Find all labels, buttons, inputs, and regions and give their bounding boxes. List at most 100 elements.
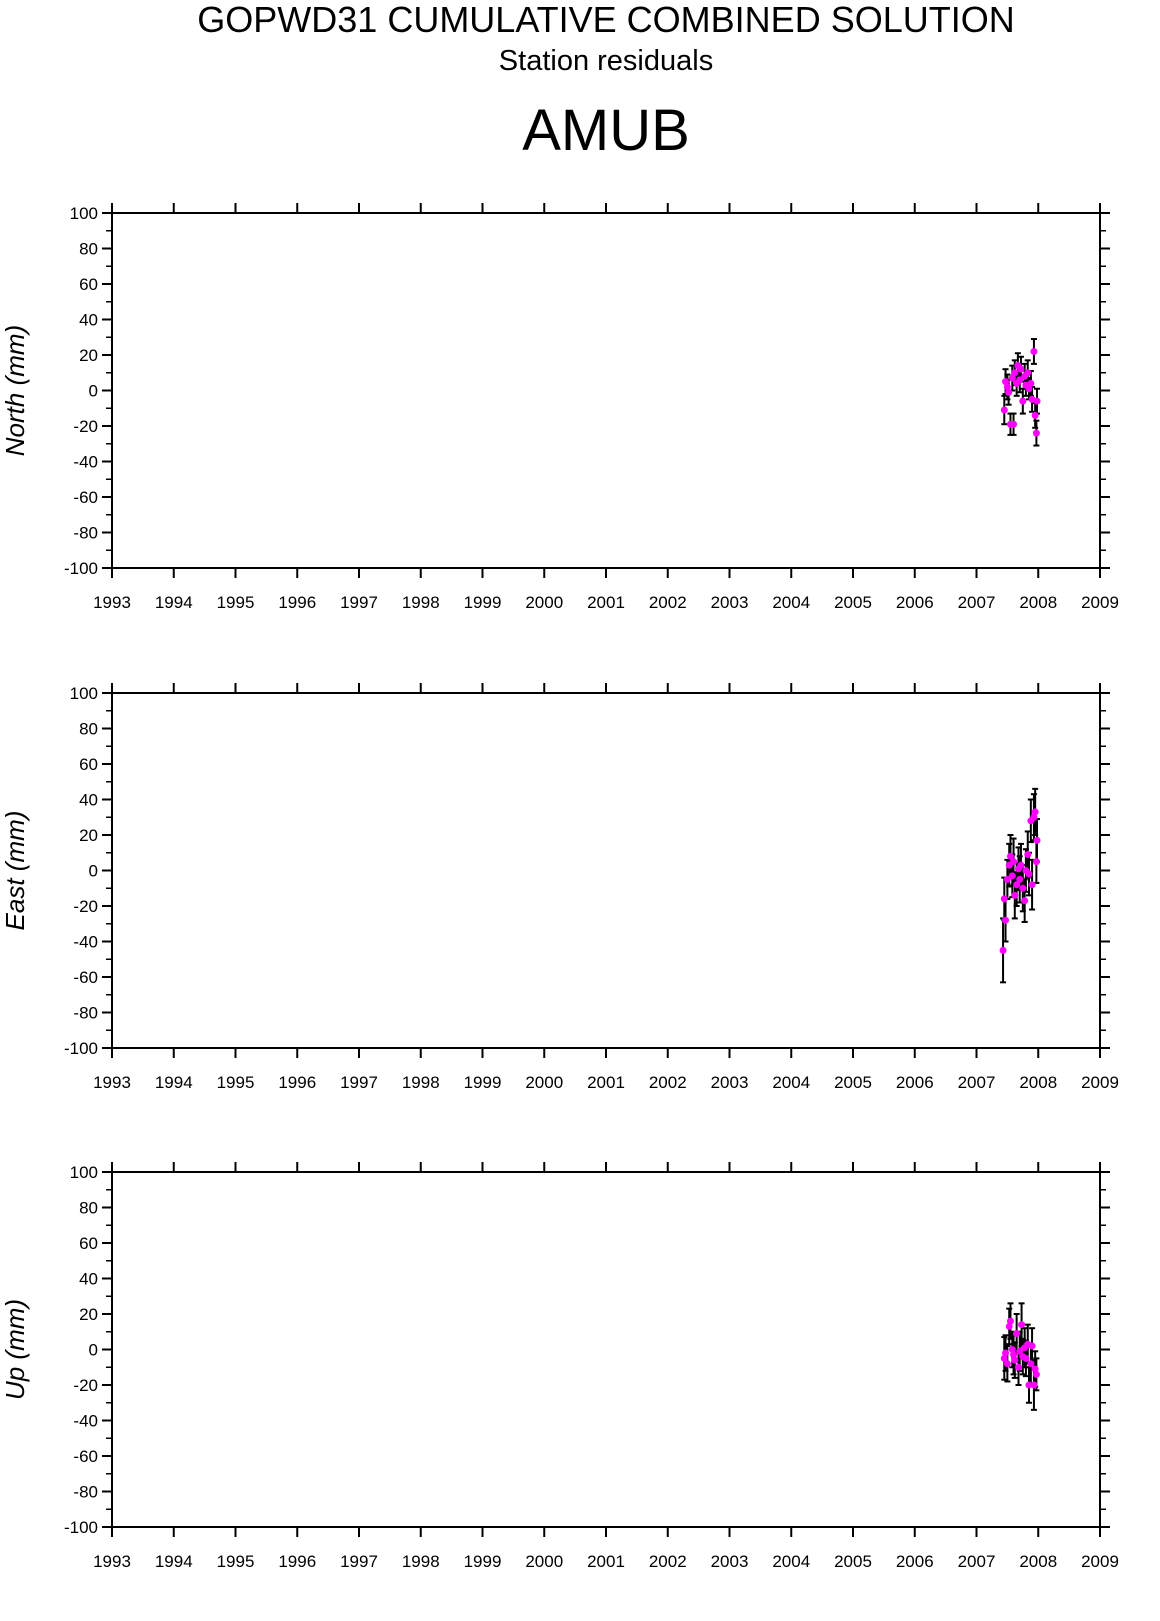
x-tick-label: 2006	[896, 593, 934, 612]
y-tick-label: 20	[79, 826, 98, 845]
y-tick-label: -100	[64, 1518, 98, 1537]
point	[1008, 1346, 1016, 1353]
x-tick-label: 2009	[1081, 1552, 1119, 1571]
point	[1016, 1347, 1024, 1355]
x-tick-label: 2006	[896, 1073, 934, 1092]
x-tick-label: 1998	[402, 593, 440, 612]
y-tick-label: 0	[89, 862, 98, 881]
x-tick-label: 1996	[278, 593, 316, 612]
x-tick-label: 1999	[464, 593, 502, 612]
point	[1019, 884, 1027, 892]
point	[1005, 388, 1013, 396]
y-tick-label: 60	[79, 1234, 98, 1253]
point	[1025, 385, 1033, 393]
point	[1033, 397, 1041, 405]
point	[1018, 1321, 1026, 1329]
x-tick-label: 2002	[649, 593, 687, 612]
point	[1013, 1330, 1021, 1338]
point	[1024, 369, 1032, 377]
point	[1000, 1354, 1008, 1362]
y-axis-label: Up (mm)	[0, 1299, 30, 1400]
y-tick-label: -20	[73, 417, 98, 436]
y-tick-label: -100	[64, 1039, 98, 1058]
point	[1014, 1363, 1022, 1371]
point	[1031, 808, 1039, 816]
point	[1028, 881, 1036, 889]
point	[1002, 1349, 1010, 1357]
x-tick-label: 1997	[340, 593, 378, 612]
y-tick-label: -40	[73, 933, 98, 952]
station-name: AMUB	[522, 98, 690, 163]
point	[1021, 897, 1029, 905]
point	[999, 946, 1007, 954]
x-tick-label: 2004	[772, 593, 810, 612]
plot-frame	[111, 212, 1101, 569]
y-tick-label: -40	[73, 1412, 98, 1431]
x-tick-label: 2005	[834, 1073, 872, 1092]
point	[1005, 1322, 1013, 1330]
x-tick-label: 2000	[525, 1552, 563, 1571]
plot-frame	[111, 692, 1101, 1049]
point	[1031, 411, 1039, 419]
y-tick-label: 60	[79, 275, 98, 294]
y-tick-label: 40	[79, 1270, 98, 1289]
point	[1032, 858, 1040, 866]
figure-subtitle: Station residuals	[499, 45, 713, 77]
point	[1011, 369, 1019, 377]
x-tick-label: 1999	[464, 1552, 502, 1571]
x-tick-label: 1997	[340, 1552, 378, 1571]
x-tick-label: 2009	[1081, 1073, 1119, 1092]
y-tick-label: 0	[89, 1341, 98, 1360]
x-tick-label: 2001	[587, 593, 625, 612]
point	[1027, 1360, 1035, 1368]
point	[1008, 374, 1016, 382]
point	[1003, 383, 1011, 391]
point	[1006, 852, 1014, 860]
x-tick-label: 1998	[402, 1073, 440, 1092]
x-tick-label: 2008	[1019, 593, 1057, 612]
x-tick-label: 1994	[155, 1552, 193, 1571]
point	[1006, 1317, 1014, 1325]
point	[1022, 1354, 1030, 1362]
y-tick-label: -20	[73, 897, 98, 916]
y-tick-label: 100	[70, 1163, 98, 1182]
x-tick-label: 2000	[525, 593, 563, 612]
point	[1025, 1381, 1033, 1389]
figure-title: GOPWD31 CUMULATIVE COMBINED SOLUTION	[197, 0, 1014, 40]
y-tick-label: 80	[79, 240, 98, 259]
y-tick-label: -80	[73, 1004, 98, 1023]
x-tick-label: 1994	[155, 593, 193, 612]
y-tick-label: -60	[73, 488, 98, 507]
point	[1008, 872, 1016, 880]
y-tick-label: 100	[70, 204, 98, 223]
point	[1025, 870, 1033, 878]
x-tick-label: 2006	[896, 1552, 934, 1571]
x-tick-label: 2009	[1081, 593, 1119, 612]
x-tick-label: 2007	[958, 1073, 996, 1092]
y-tick-label: 40	[79, 311, 98, 330]
x-tick-label: 1993	[93, 593, 131, 612]
x-tick-label: 2008	[1019, 1552, 1057, 1571]
x-tick-label: 2001	[587, 1073, 625, 1092]
plot-frame	[111, 1171, 1101, 1528]
x-tick-label: 2005	[834, 1552, 872, 1571]
point	[1010, 858, 1018, 866]
point	[1017, 365, 1025, 373]
y-tick-label: -60	[73, 1447, 98, 1466]
y-tick-label: -20	[73, 1376, 98, 1395]
point	[1000, 406, 1008, 414]
point	[1010, 1351, 1018, 1359]
x-tick-label: 1995	[217, 1552, 255, 1571]
x-tick-label: 2005	[834, 593, 872, 612]
x-tick-label: 2007	[958, 593, 996, 612]
x-tick-label: 1996	[278, 1073, 316, 1092]
point	[1010, 420, 1018, 428]
x-tick-label: 1995	[217, 593, 255, 612]
point	[1030, 1381, 1038, 1389]
x-tick-label: 2003	[711, 1552, 749, 1571]
y-tick-label: 100	[70, 684, 98, 703]
point	[1032, 429, 1040, 437]
x-tick-label: 2008	[1019, 1073, 1057, 1092]
point	[1030, 813, 1038, 821]
point	[1011, 1356, 1019, 1364]
